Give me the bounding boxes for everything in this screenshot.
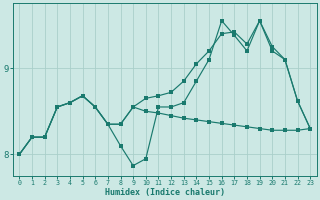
X-axis label: Humidex (Indice chaleur): Humidex (Indice chaleur) xyxy=(105,188,225,197)
